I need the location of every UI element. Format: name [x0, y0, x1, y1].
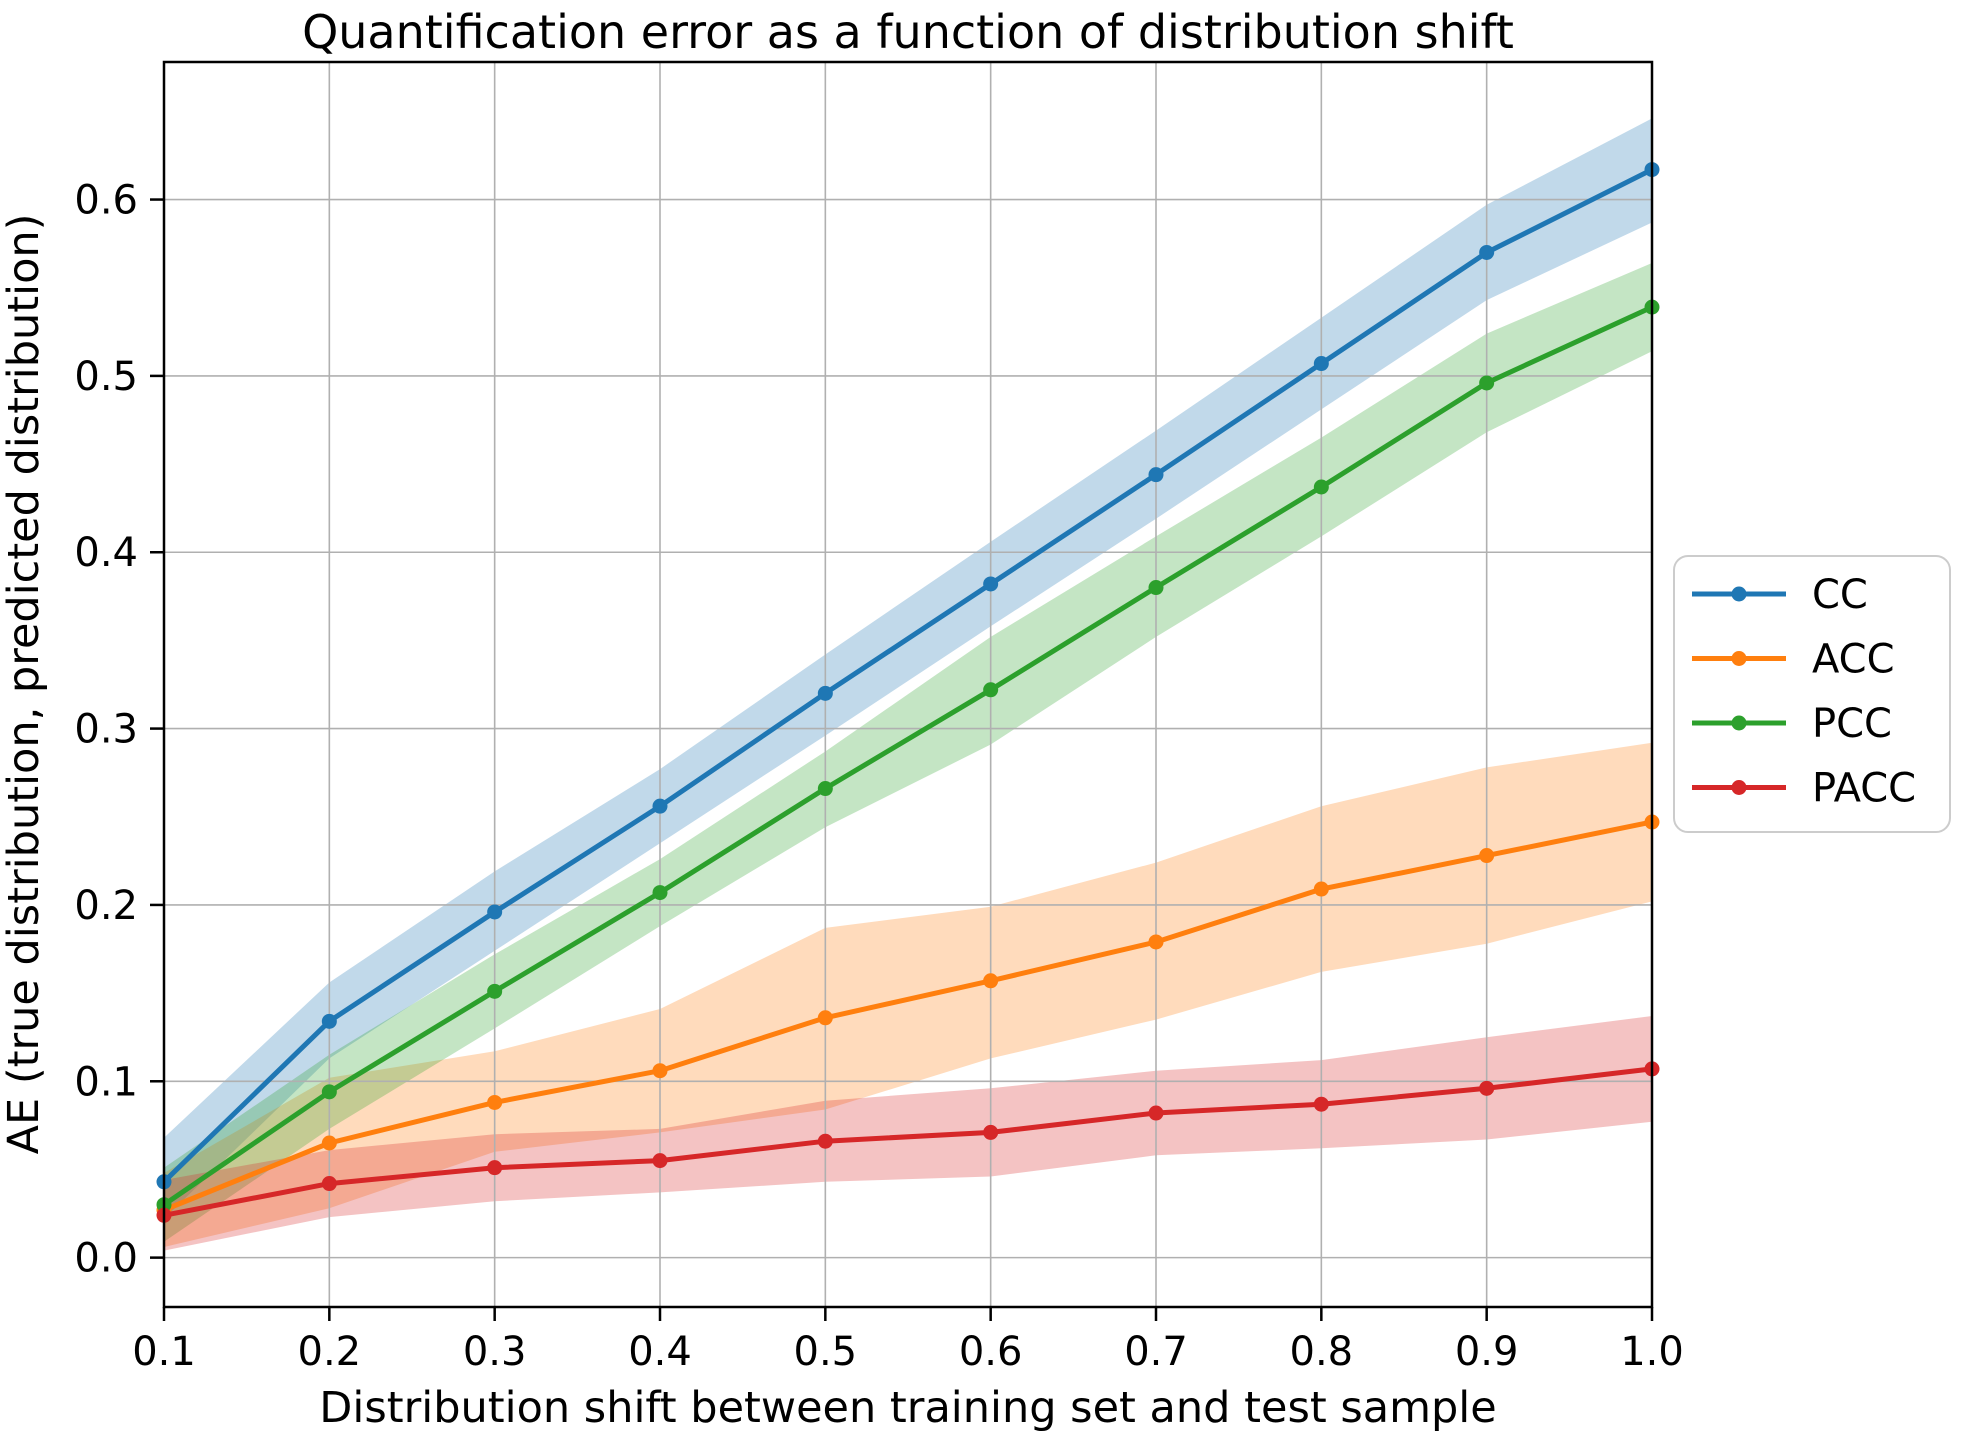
x-tick-label: 0.5 [794, 1329, 858, 1375]
marker-pcc [1479, 375, 1495, 391]
marker-pacc [817, 1133, 833, 1149]
legend-item-pacc: PACC [1692, 766, 1916, 812]
legend-marker [1731, 780, 1747, 795]
marker-acc [983, 973, 999, 989]
series-lines [156, 162, 1660, 1223]
x-tick-label: 0.6 [959, 1329, 1023, 1375]
legend-item-pcc: PCC [1692, 701, 1892, 747]
y-tick-label: 0.2 [74, 883, 138, 929]
x-tick-label: 0.4 [628, 1329, 692, 1375]
legend-marker [1731, 586, 1747, 602]
line-acc [161, 819, 1655, 1213]
marker-acc [817, 1010, 833, 1026]
marker-cc [1313, 356, 1329, 372]
marker-pcc [983, 682, 999, 698]
legend-box [1673, 555, 1951, 833]
marker-pacc [1148, 1105, 1164, 1121]
line-pacc [161, 1066, 1655, 1218]
legend-marker [1731, 715, 1747, 731]
x-tick-label: 0.9 [1455, 1329, 1519, 1375]
legend-label: ACC [1812, 637, 1895, 683]
marker-pcc [1148, 580, 1164, 596]
y-tick-label: 0.5 [74, 354, 138, 400]
y-tick-label: 0.0 [74, 1236, 138, 1282]
y-tick-label: 0.3 [74, 707, 138, 753]
x-tick-label: 0.8 [1290, 1329, 1354, 1375]
marker-acc [1148, 934, 1164, 950]
band-acc [164, 742, 1652, 1247]
tick-marks-and-labels: 0.1 0.2 0.3 0.4 0.5 0.6 0.7 0.8 0.9 1.0 0.0 0.1 0.2 0… [74, 178, 1683, 1375]
marker-cc [1479, 244, 1495, 260]
x-tick-label: 0.7 [1124, 1329, 1188, 1375]
marker-pcc [652, 885, 668, 901]
legend-label: CC [1812, 572, 1868, 618]
x-axis-label: Distribution shift between training set … [319, 1383, 1496, 1433]
marker-pacc [652, 1153, 668, 1169]
legend-label: PACC [1812, 766, 1916, 812]
marker-pcc [321, 1084, 337, 1100]
axes-spines [162, 60, 1654, 1309]
marker-acc [487, 1094, 503, 1110]
marker-pcc [1313, 479, 1329, 495]
y-tick-label: 0.4 [74, 530, 138, 576]
marker-acc [321, 1135, 337, 1151]
marker-acc [652, 1063, 668, 1079]
marker-pacc [983, 1124, 999, 1140]
marker-acc [1313, 881, 1329, 897]
marker-pacc [321, 1176, 337, 1192]
marker-cc [321, 1013, 337, 1029]
legend: CC ACC PCC PACC [1673, 555, 1951, 833]
marker-cc [817, 685, 833, 701]
marker-pacc [1479, 1080, 1495, 1096]
x-tick-label: 0.1 [132, 1329, 196, 1375]
plot-border [162, 60, 1654, 1309]
x-tick-label: 0.3 [463, 1329, 527, 1375]
legend-item-acc: ACC [1692, 637, 1895, 683]
x-tick-label: 0.2 [298, 1329, 362, 1375]
y-axis-label: AE (true distribution, predicted distrib… [0, 214, 49, 1155]
y-tick-label: 0.1 [74, 1059, 138, 1105]
line-cc [161, 167, 1655, 1185]
marker-cc [1148, 467, 1164, 483]
marker-pacc [1313, 1096, 1329, 1112]
legend-item-cc: CC [1692, 572, 1868, 618]
marker-cc [983, 576, 999, 592]
marker-acc [1479, 848, 1495, 864]
marker-cc [652, 798, 668, 814]
line-pcc [161, 304, 1655, 1208]
marker-pacc [487, 1160, 503, 1176]
chart-title: Quantification error as a function of di… [302, 5, 1514, 59]
x-tick-label: 1.0 [1620, 1329, 1684, 1375]
legend-marker [1731, 651, 1747, 666]
band-pacc [164, 1016, 1652, 1251]
marker-cc [487, 904, 503, 920]
band-pcc [164, 263, 1652, 1242]
marker-pcc [487, 983, 503, 999]
y-tick-label: 0.6 [74, 178, 138, 224]
legend-label: PCC [1812, 701, 1892, 747]
marker-pcc [817, 781, 833, 797]
